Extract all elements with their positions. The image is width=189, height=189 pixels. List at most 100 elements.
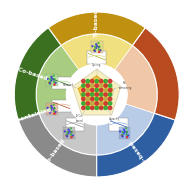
Circle shape — [71, 137, 72, 138]
Circle shape — [54, 113, 55, 114]
Circle shape — [95, 88, 98, 92]
Circle shape — [51, 105, 52, 106]
Circle shape — [54, 108, 55, 109]
Circle shape — [99, 52, 100, 53]
Circle shape — [54, 84, 55, 85]
Circle shape — [91, 84, 94, 87]
Circle shape — [99, 102, 103, 105]
Circle shape — [67, 64, 127, 125]
Circle shape — [70, 128, 71, 129]
Wedge shape — [36, 46, 79, 113]
Circle shape — [99, 97, 103, 101]
Circle shape — [104, 93, 107, 96]
Circle shape — [86, 84, 90, 87]
Text: Cycling: Cycling — [92, 63, 101, 67]
Circle shape — [104, 88, 107, 92]
Circle shape — [55, 82, 56, 83]
Circle shape — [54, 79, 55, 80]
Circle shape — [96, 47, 97, 48]
Circle shape — [108, 97, 112, 101]
Wedge shape — [14, 28, 61, 120]
Wedge shape — [18, 113, 97, 177]
Circle shape — [50, 108, 51, 109]
Circle shape — [72, 135, 73, 136]
FancyBboxPatch shape — [91, 42, 103, 53]
FancyBboxPatch shape — [119, 127, 130, 139]
Circle shape — [82, 88, 85, 92]
Circle shape — [82, 106, 85, 110]
Circle shape — [108, 106, 112, 110]
Circle shape — [95, 102, 98, 105]
Wedge shape — [97, 113, 175, 177]
Circle shape — [53, 79, 54, 80]
Circle shape — [82, 102, 85, 105]
Circle shape — [99, 46, 100, 47]
Text: Fe/Co-
based: Fe/Co- based — [75, 114, 83, 123]
Circle shape — [68, 133, 69, 134]
Circle shape — [100, 50, 101, 51]
Circle shape — [108, 93, 112, 96]
Circle shape — [121, 135, 122, 136]
FancyBboxPatch shape — [52, 100, 70, 112]
Circle shape — [126, 134, 127, 135]
Circle shape — [94, 50, 95, 51]
Circle shape — [51, 76, 52, 77]
FancyBboxPatch shape — [63, 127, 75, 139]
Circle shape — [99, 106, 103, 110]
Circle shape — [52, 78, 53, 79]
Circle shape — [49, 111, 50, 112]
Circle shape — [94, 49, 95, 50]
Circle shape — [71, 137, 72, 138]
Circle shape — [86, 97, 90, 101]
Circle shape — [50, 79, 51, 80]
Text: Ni-based: Ni-based — [63, 83, 74, 87]
Wedge shape — [39, 104, 97, 155]
Circle shape — [91, 97, 94, 101]
Circle shape — [104, 102, 107, 105]
Circle shape — [91, 93, 94, 96]
Circle shape — [49, 82, 50, 83]
Wedge shape — [61, 34, 132, 70]
FancyBboxPatch shape — [88, 51, 106, 64]
Circle shape — [98, 46, 99, 47]
Circle shape — [91, 79, 94, 83]
Circle shape — [96, 44, 97, 45]
Wedge shape — [97, 104, 154, 155]
FancyBboxPatch shape — [46, 103, 58, 115]
Circle shape — [95, 97, 98, 101]
FancyBboxPatch shape — [46, 74, 58, 86]
Circle shape — [82, 79, 85, 83]
Circle shape — [91, 106, 94, 110]
Circle shape — [122, 136, 123, 137]
Circle shape — [104, 79, 107, 83]
Circle shape — [86, 88, 90, 92]
FancyBboxPatch shape — [52, 77, 70, 89]
Circle shape — [64, 131, 65, 132]
Circle shape — [104, 106, 107, 110]
Circle shape — [52, 107, 53, 108]
Circle shape — [71, 134, 72, 135]
Circle shape — [108, 88, 112, 92]
Circle shape — [70, 132, 71, 133]
Circle shape — [53, 111, 54, 112]
Polygon shape — [78, 76, 113, 109]
Circle shape — [104, 84, 107, 87]
Circle shape — [86, 106, 90, 110]
Circle shape — [126, 128, 127, 129]
Circle shape — [99, 79, 103, 83]
FancyBboxPatch shape — [66, 118, 84, 131]
Circle shape — [126, 132, 127, 133]
Circle shape — [47, 107, 48, 108]
Circle shape — [126, 137, 127, 138]
Circle shape — [123, 133, 124, 134]
Circle shape — [120, 131, 121, 132]
Text: Ni-based: Ni-based — [128, 139, 149, 166]
Circle shape — [67, 136, 68, 137]
Text: Capacity: Capacity — [109, 117, 120, 121]
FancyBboxPatch shape — [109, 118, 128, 131]
Circle shape — [92, 46, 93, 47]
Circle shape — [128, 135, 129, 136]
Circle shape — [95, 106, 98, 110]
Circle shape — [82, 93, 85, 96]
Circle shape — [82, 84, 85, 87]
